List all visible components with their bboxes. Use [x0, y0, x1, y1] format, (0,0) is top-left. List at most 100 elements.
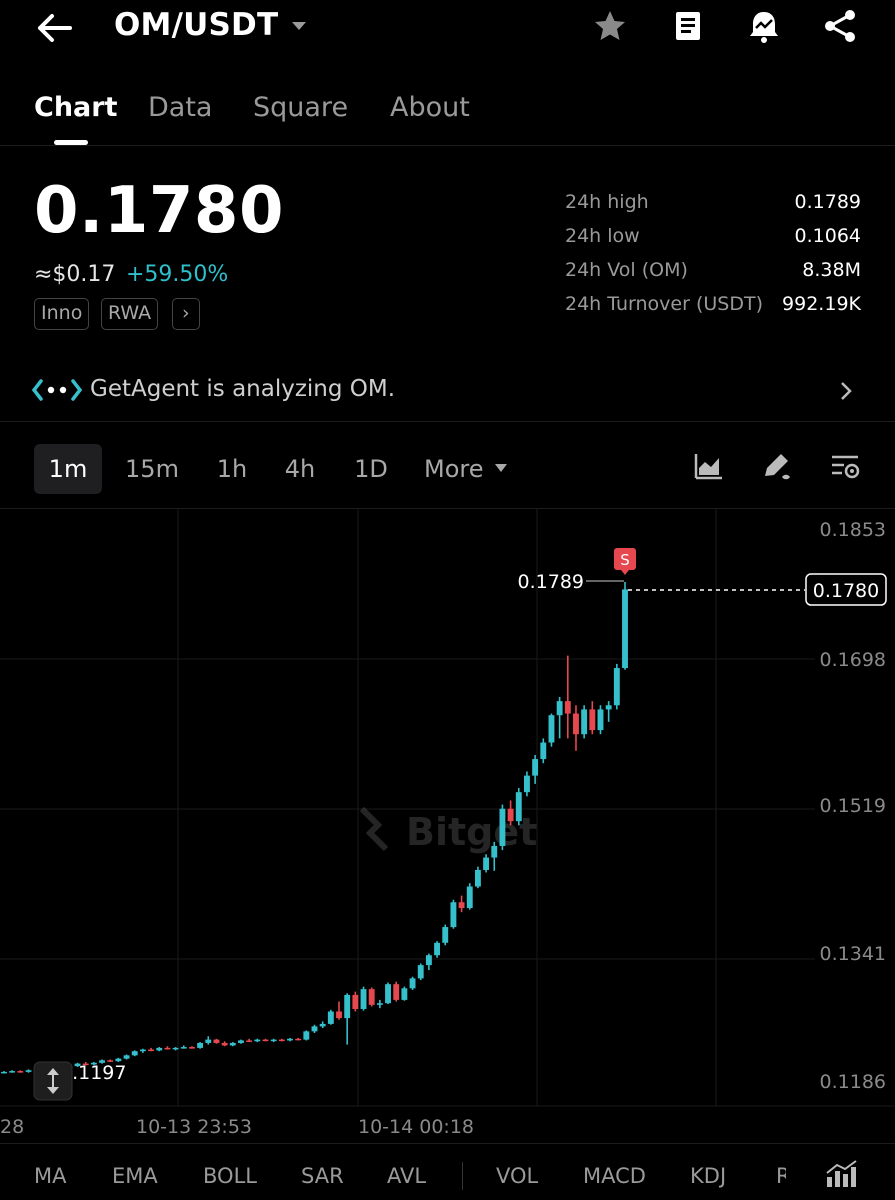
chart-settings-icon[interactable]: [828, 450, 862, 484]
indicator-bar: MA EMA BOLL SAR AVL VOL MACD KDJ R: [0, 1143, 895, 1200]
tab-chart[interactable]: Chart: [34, 92, 118, 123]
candle-body: [540, 742, 547, 760]
interval-15m[interactable]: 15m: [125, 455, 179, 483]
tab-about[interactable]: About: [390, 92, 470, 123]
candle-body: [1, 1071, 7, 1074]
chevron-right-icon: [841, 382, 852, 400]
candle-body: [499, 808, 506, 846]
candle-body: [613, 668, 620, 706]
candle-body: [221, 1042, 228, 1046]
stat-label-24h-low: 24h low: [565, 225, 640, 247]
indicator-macd[interactable]: MACD: [583, 1164, 646, 1188]
candle-body: [115, 1058, 122, 1062]
indicator-avl[interactable]: AVL: [387, 1164, 427, 1188]
watermark-text: Bitget: [406, 810, 537, 854]
candle-body: [556, 701, 563, 716]
interval-4h[interactable]: 4h: [284, 455, 316, 483]
price-chart[interactable]: Bitget 0.1853 0.1698 0.1519 0.1341 0.118…: [0, 508, 895, 1143]
candle-body: [246, 1040, 253, 1042]
getagent-banner[interactable]: GetAgent is analyzing OM.: [0, 360, 895, 422]
tab-bar: Chart Data Square About: [0, 80, 895, 146]
candle-body: [327, 1011, 334, 1024]
candle-body: [376, 1003, 383, 1005]
stat-value-24h-high: 0.1789: [794, 191, 861, 213]
candle-body: [458, 902, 465, 909]
candle-body: [589, 709, 596, 731]
candle-body: [597, 709, 604, 731]
candle-body: [474, 869, 481, 887]
stat-label-24h-high: 24h high: [565, 191, 649, 213]
sell-marker[interactable]: S: [614, 548, 636, 575]
bell-alert-icon[interactable]: [744, 6, 784, 46]
candle-body: [107, 1060, 114, 1062]
indicator-kdj[interactable]: KDJ: [690, 1164, 727, 1188]
candle-body: [123, 1055, 130, 1059]
indicator-divider: [462, 1162, 463, 1190]
candle-body: [360, 989, 367, 1009]
indicator-vol[interactable]: VOL: [496, 1164, 539, 1188]
x-tick-label: 10-13 23:53: [136, 1116, 252, 1138]
candle-body: [262, 1039, 269, 1042]
share-icon[interactable]: [820, 6, 860, 46]
candle-body: [25, 1070, 32, 1072]
stat-value-24h-low: 0.1064: [794, 225, 861, 247]
candle-body: [229, 1042, 236, 1046]
x-tick-label: 10-14 00:18: [358, 1116, 474, 1138]
indicator-r[interactable]: R: [776, 1164, 786, 1188]
candle-body: [156, 1047, 163, 1051]
getagent-icon: [32, 379, 82, 401]
active-tab-indicator: [54, 140, 88, 145]
indicator-ema[interactable]: EMA: [112, 1164, 158, 1188]
vertical-scale-handle[interactable]: [33, 1061, 73, 1101]
tag-rwa[interactable]: RWA: [101, 298, 159, 330]
interval-bar: 1m 15m 1h 4h 1D More: [0, 436, 895, 500]
low-marker-label: 0.1197: [60, 1062, 126, 1084]
candle-body: [622, 589, 628, 669]
caret-down-icon[interactable]: [288, 14, 310, 36]
indicator-boll[interactable]: BOLL: [203, 1164, 257, 1188]
candle-body: [205, 1039, 212, 1043]
candles-group: [1, 581, 628, 1074]
chart-type-icon[interactable]: [692, 450, 726, 484]
stat-label-24h-vol: 24h Vol (OM): [565, 259, 688, 281]
candle-body: [507, 808, 514, 822]
notebook-icon[interactable]: [668, 6, 708, 46]
candle-body: [172, 1047, 179, 1050]
interval-1m[interactable]: 1m: [34, 444, 102, 494]
bitget-watermark: Bitget: [359, 806, 537, 854]
tag-inno[interactable]: Inno: [34, 298, 90, 330]
usd-value: ≈$0.17: [34, 262, 116, 287]
indicator-sar[interactable]: SAR: [301, 1164, 344, 1188]
high-marker: 0.1789: [518, 571, 624, 593]
candle-body: [450, 902, 457, 928]
back-arrow-icon[interactable]: [32, 8, 78, 48]
candle-body: [139, 1049, 146, 1052]
draw-tool-icon[interactable]: [760, 450, 794, 484]
candle-body: [254, 1039, 261, 1042]
x-axis: 28 10-13 23:53 10-14 00:18: [0, 1116, 474, 1138]
tags-more-button[interactable]: ›: [172, 298, 200, 330]
y-tick-label: 0.1341: [820, 943, 886, 965]
y-axis: 0.1853 0.1698 0.1519 0.1341 0.1186: [820, 519, 886, 1093]
candle-body: [270, 1039, 277, 1042]
candlestick-chart[interactable]: Bitget 0.1853 0.1698 0.1519 0.1341 0.118…: [0, 509, 895, 1144]
candle-body: [197, 1042, 204, 1048]
tab-data[interactable]: Data: [148, 92, 213, 123]
candle-body: [417, 965, 424, 979]
candle-body: [148, 1049, 155, 1052]
interval-more[interactable]: More: [424, 455, 484, 483]
candle-body: [442, 927, 449, 943]
indicator-ma[interactable]: MA: [34, 1164, 67, 1188]
trading-pair-title[interactable]: OM/USDT: [114, 7, 279, 43]
top-bar: OM/USDT: [0, 0, 895, 56]
star-icon[interactable]: [590, 6, 630, 46]
candle-body: [287, 1038, 293, 1041]
candle-body: [99, 1060, 105, 1063]
x-tick-label: 28: [0, 1116, 24, 1138]
tab-square[interactable]: Square: [253, 92, 349, 123]
interval-1h[interactable]: 1h: [216, 455, 248, 483]
high-marker-label: 0.1789: [518, 571, 584, 593]
interval-1d[interactable]: 1D: [354, 455, 388, 483]
indicator-settings-icon[interactable]: [824, 1159, 858, 1189]
candle-body: [82, 1063, 89, 1066]
